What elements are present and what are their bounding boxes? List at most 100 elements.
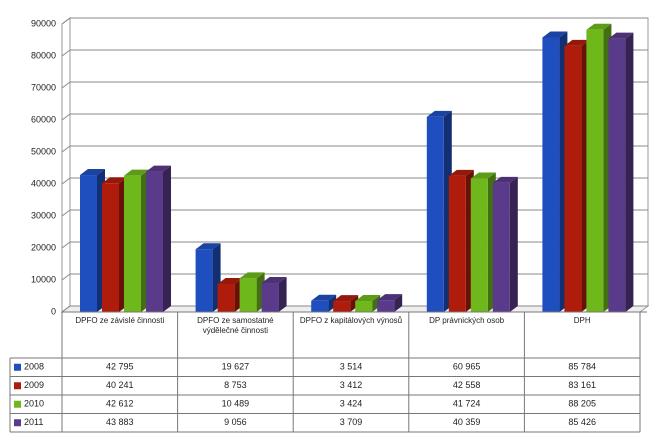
bar-top (261, 277, 287, 284)
table-value: 3 709 (340, 417, 363, 427)
bar (586, 29, 604, 313)
grid-line-side (61, 113, 71, 121)
bar (80, 175, 97, 312)
table-value: 42 795 (106, 362, 134, 372)
bar-top (470, 172, 496, 179)
grid-line-side (61, 305, 71, 313)
table-value: 3 412 (340, 380, 363, 390)
table-value: 9 056 (224, 417, 247, 427)
bar-top (448, 169, 474, 176)
bar-top (124, 169, 149, 176)
y-tick-label: 90000 (31, 18, 56, 28)
grid-line-side (61, 145, 71, 153)
category-label: DP právnických osob (429, 316, 505, 325)
category-label: DPFO z kapitálových výnosů (299, 316, 403, 325)
bar-side (328, 294, 337, 312)
bar (333, 301, 351, 312)
bar-side (625, 32, 634, 312)
legend-label: 2008 (24, 362, 44, 372)
y-tick-label: 50000 (31, 146, 56, 156)
y-tick-label: 0 (51, 306, 56, 316)
legend-label: 2011 (24, 417, 43, 427)
bar (542, 37, 560, 312)
bar-top (377, 294, 403, 301)
bar-top (195, 243, 221, 250)
bar (239, 278, 257, 312)
bar (124, 175, 141, 312)
bar-top (586, 23, 612, 30)
bar (492, 182, 510, 312)
bar (146, 171, 163, 312)
bar (217, 283, 235, 312)
bar (564, 45, 582, 313)
y-tick-label: 60000 (31, 114, 56, 124)
bar-top (355, 295, 381, 302)
bar-top (217, 277, 243, 284)
legend-swatch (14, 363, 21, 371)
bar (426, 116, 444, 312)
bar-top (102, 177, 127, 184)
y-tick-label: 40000 (31, 178, 56, 188)
bar (195, 249, 213, 312)
bar (355, 301, 373, 312)
y-tick-label: 10000 (31, 274, 56, 284)
table-value: 43 883 (106, 417, 134, 427)
legend-label: 2010 (24, 399, 44, 409)
bar-side (509, 176, 518, 312)
grid-line-side (61, 241, 71, 249)
legend-label: 2009 (24, 380, 44, 390)
legend-swatch (14, 419, 21, 427)
category-label: DPFO ze závislé činnosti (75, 316, 165, 325)
bar-top (542, 31, 568, 38)
bar (377, 300, 395, 312)
table-value: 3 424 (340, 399, 363, 409)
bar-top (564, 39, 590, 46)
bar-side (278, 277, 287, 312)
category-label: DPFO ze samostatné výdělečné činnosti (197, 316, 274, 335)
bar (311, 300, 329, 312)
table-value: 85 784 (568, 362, 596, 372)
bar-side (394, 294, 403, 312)
bar-side (163, 165, 171, 312)
table-value: 19 627 (222, 362, 250, 372)
category-header: DP právnických osob (429, 316, 505, 325)
table-value: 88 205 (568, 399, 596, 409)
table-value: 60 965 (453, 362, 481, 372)
table-value: 40 359 (453, 417, 481, 427)
grid-line-side (61, 49, 71, 57)
bar (448, 175, 466, 312)
legend-swatch (14, 400, 21, 408)
bar-top (239, 272, 265, 279)
grid-line-side (61, 177, 71, 185)
table-value: 40 241 (106, 380, 134, 390)
table-value: 83 161 (568, 380, 596, 390)
category-header: DPFO ze závislé činnosti (75, 316, 165, 325)
y-tick-label: 80000 (31, 50, 56, 60)
grid-line-side (61, 209, 71, 217)
category-header: DPFO ze samostatné výdělečné činnosti (197, 316, 274, 335)
table-value: 3 514 (340, 362, 363, 372)
table-value: 10 489 (222, 399, 250, 409)
side-wall (61, 17, 71, 313)
bar (102, 183, 119, 312)
grid-line-side (61, 81, 71, 89)
category-header: DPFO z kapitálových výnosů (299, 316, 403, 325)
bar (608, 38, 626, 312)
bar-top (146, 165, 171, 172)
bar (261, 283, 279, 312)
bar-side (372, 295, 381, 312)
grid-line-side (61, 17, 71, 25)
bar-top (492, 176, 518, 183)
bar-top (80, 169, 105, 176)
bar-top (426, 110, 452, 117)
grid-line-side (61, 273, 71, 281)
category-header: DPH (573, 316, 591, 325)
category-label: DPH (573, 316, 591, 325)
y-tick-label: 70000 (31, 82, 56, 92)
bar-top (333, 295, 359, 302)
bar-side (350, 295, 359, 312)
bar (470, 178, 488, 312)
table-value: 8 753 (224, 380, 247, 390)
table-value: 42 558 (453, 380, 481, 390)
